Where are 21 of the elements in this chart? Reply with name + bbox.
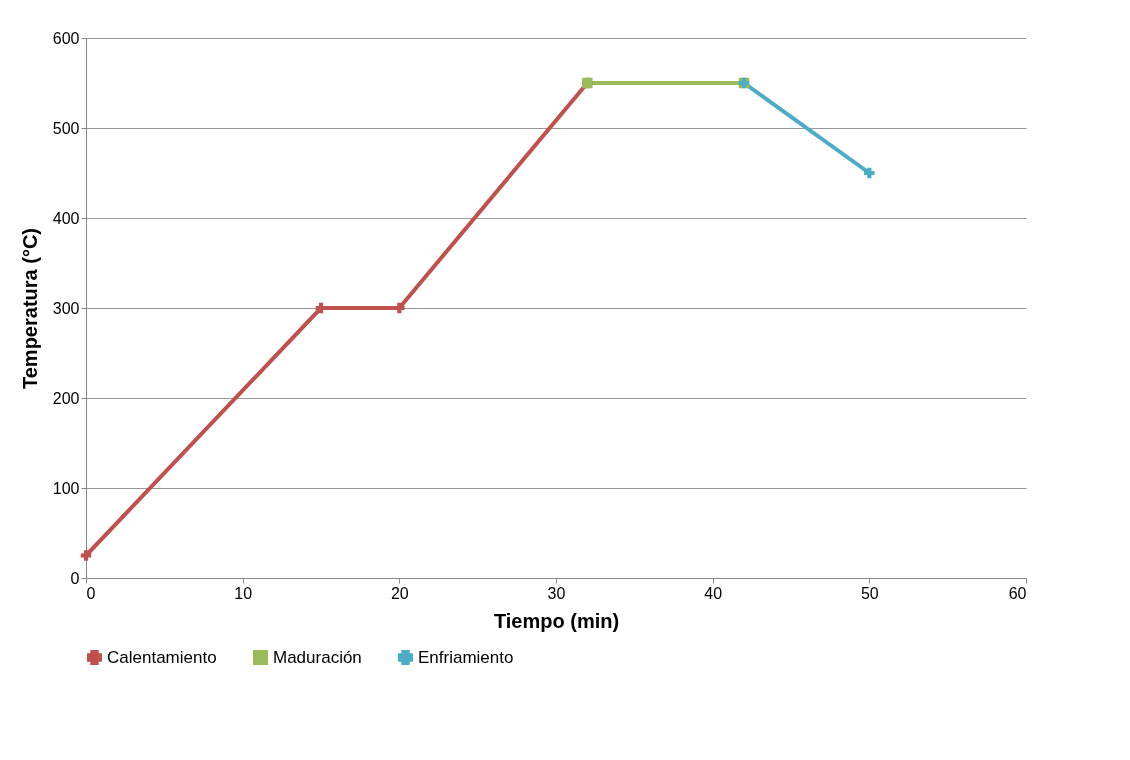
x-tick-label: 20: [390, 584, 409, 602]
legend-label: Calentamiento: [107, 647, 217, 667]
x-tick-label: 50: [860, 584, 879, 602]
y-tick-label: 200: [52, 389, 80, 407]
y-tick-label: 600: [52, 29, 80, 47]
legend-label: Maduración: [273, 647, 362, 667]
point: [80, 550, 92, 561]
y-tick-label: 100: [52, 479, 80, 497]
x-tick-label: 40: [704, 584, 723, 602]
x-tick-label: 0: [86, 584, 96, 602]
x-tick-label: 30: [547, 584, 566, 602]
x-tick-label: 10: [234, 584, 253, 602]
x-axis-title: Tiempo (min): [493, 609, 620, 632]
y-tick-label: 0: [70, 569, 80, 587]
y-tick-label: 500: [52, 119, 80, 137]
y-tick-label: 400: [52, 209, 80, 227]
y-tick-label: 300: [52, 299, 80, 317]
legend-label: Enfriamiento: [418, 647, 514, 667]
x-tick-label: 60: [1008, 584, 1027, 602]
y-axis-title: Temperatura (°C): [18, 228, 41, 389]
point: [864, 167, 875, 179]
